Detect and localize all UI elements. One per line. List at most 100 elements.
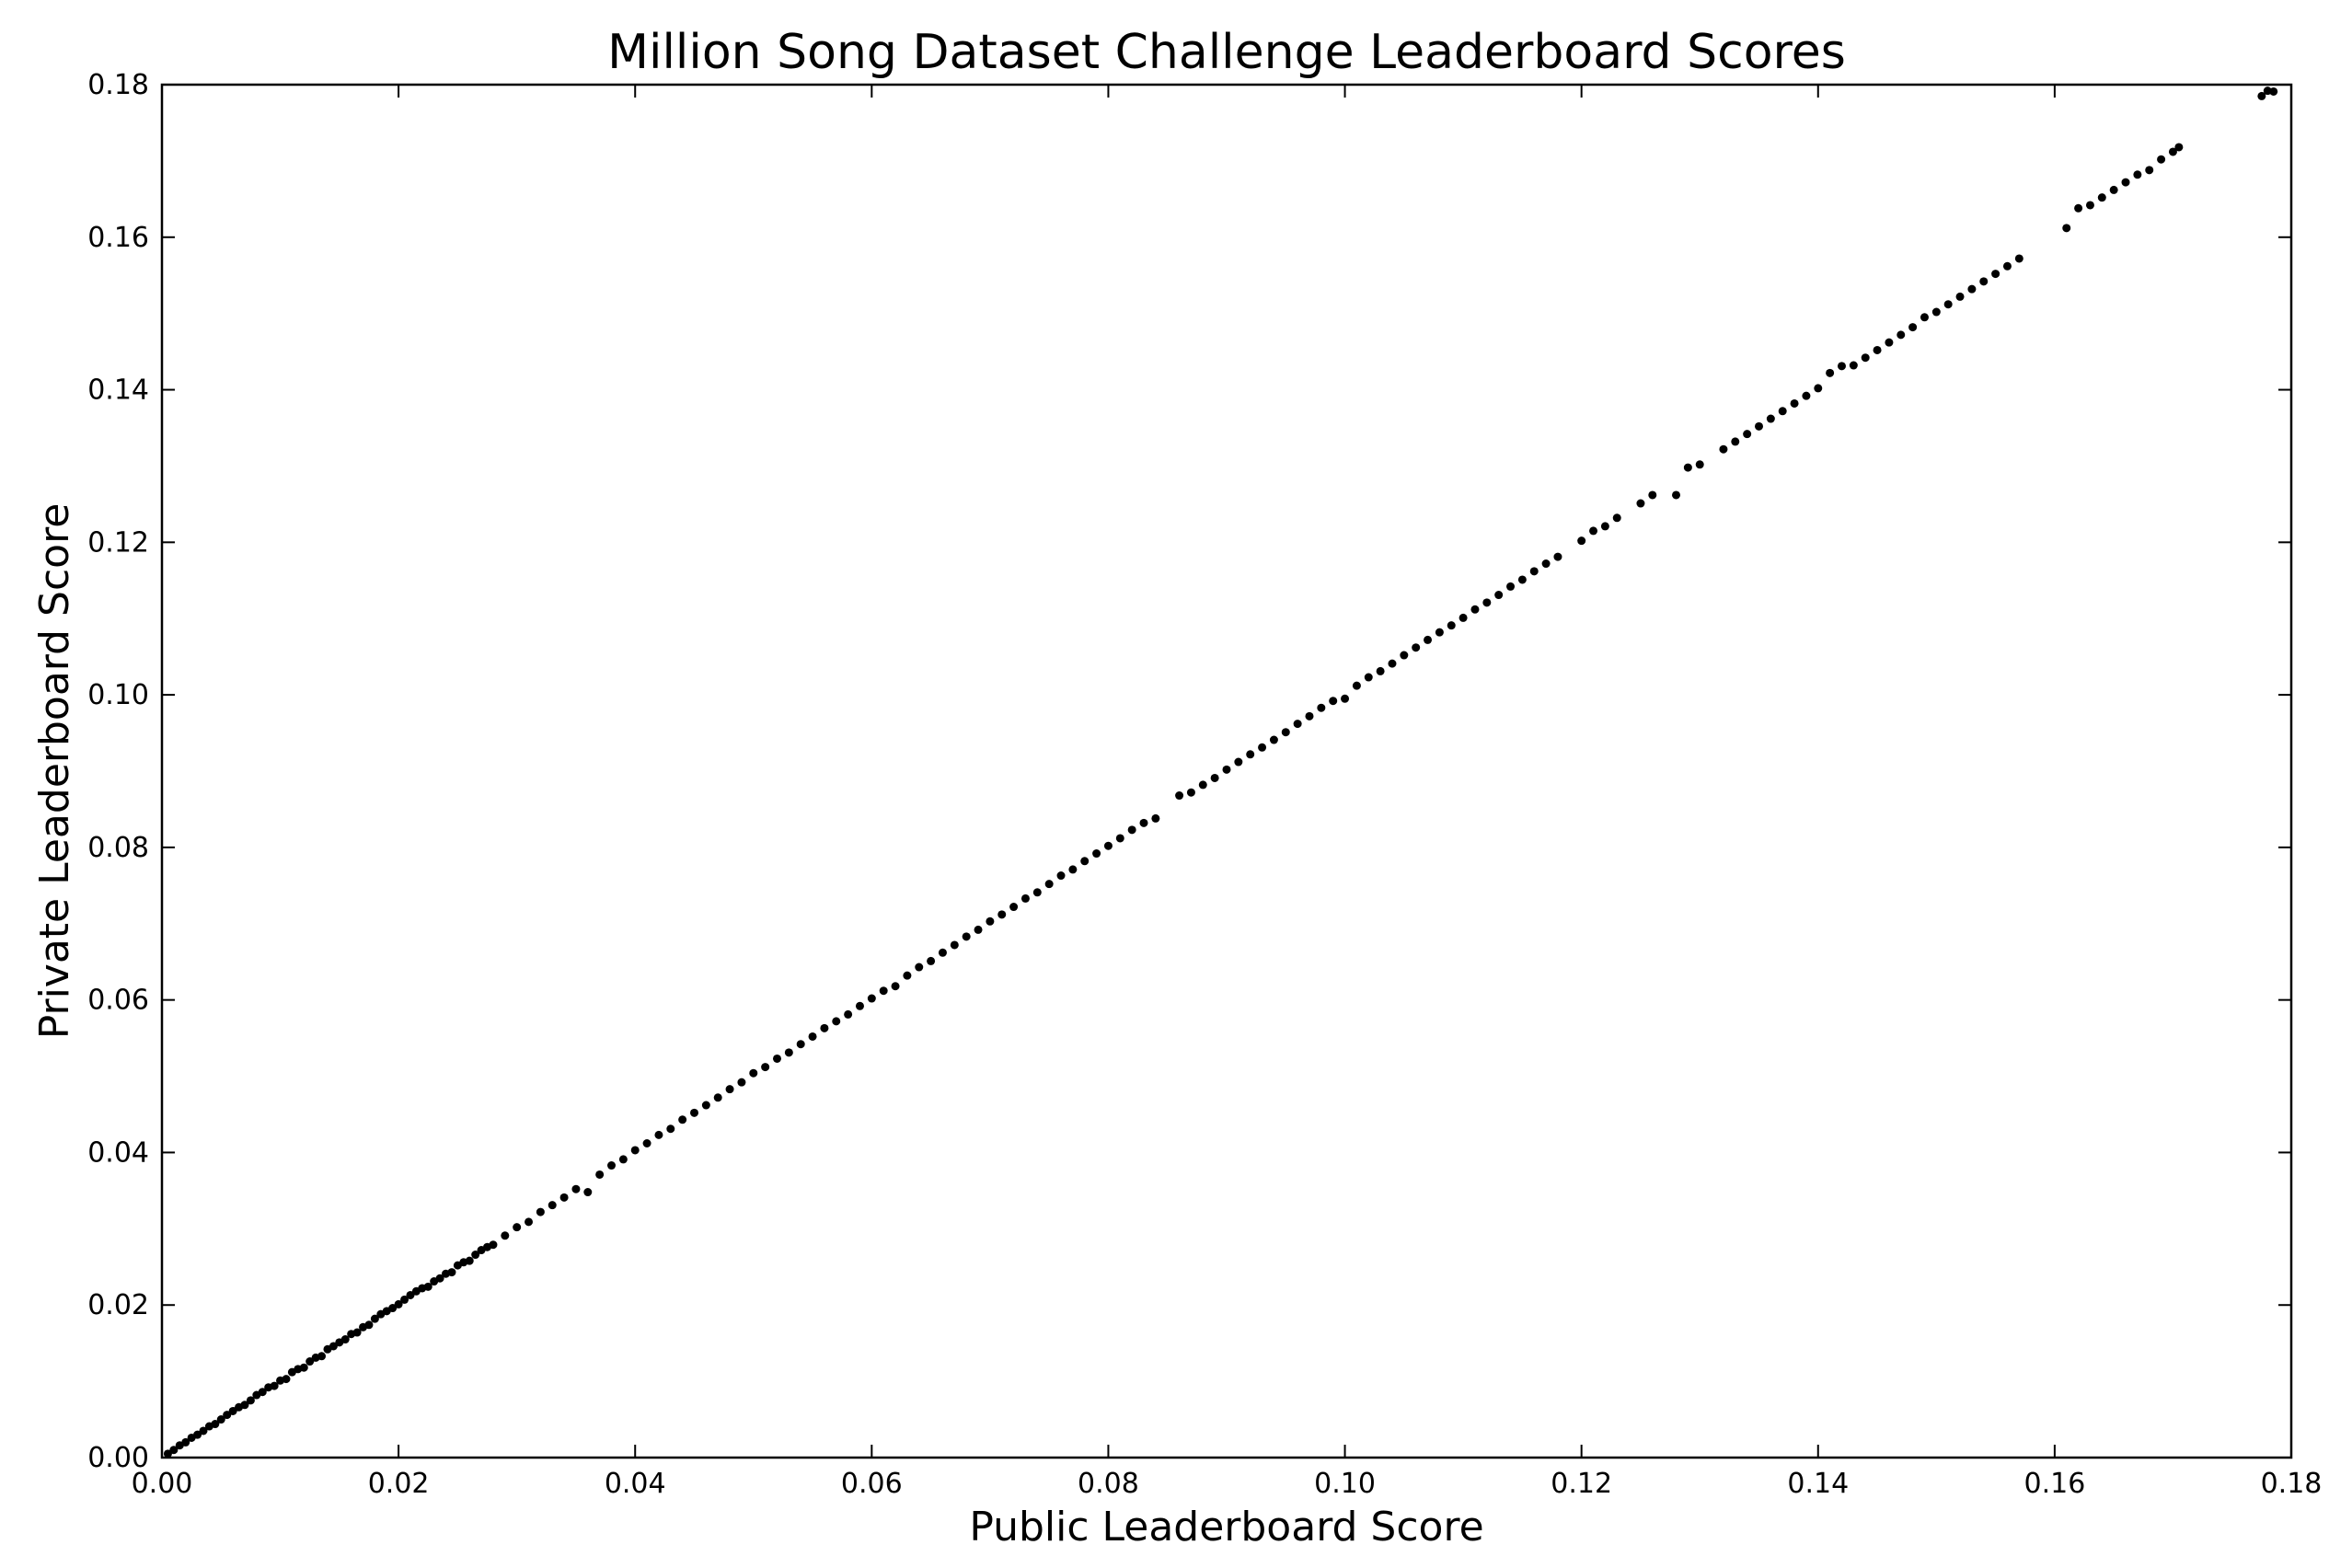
scatter-point (1293, 720, 1302, 729)
scatter-point (1979, 277, 1989, 286)
scatter-point (1364, 673, 1373, 682)
scatter-point (2168, 147, 2177, 156)
scatter-point (406, 1290, 415, 1299)
scatter-point (595, 1170, 605, 1179)
scatter-point (915, 963, 924, 972)
scatter-point (306, 1357, 315, 1366)
scatter-point (1967, 284, 1977, 294)
scatter-point (1955, 292, 1965, 301)
scatter-point (1222, 765, 1231, 774)
scatter-point (1032, 888, 1042, 897)
x-tick-label: 0.12 (1551, 1468, 1612, 1500)
scatter-point (867, 994, 876, 1003)
scatter-point (435, 1274, 444, 1283)
scatter-point (216, 1415, 225, 1424)
scatter-point (548, 1201, 557, 1210)
scatter-point (784, 1048, 793, 1057)
scatter-point (2257, 91, 2266, 100)
scatter-point (1352, 681, 1361, 690)
scatter-point (1577, 536, 1586, 546)
x-tick-label: 0.10 (1314, 1468, 1376, 1500)
scatter-point (1931, 307, 1941, 317)
scatter-point (796, 1040, 805, 1049)
scatter-point (571, 1184, 581, 1193)
scatter-point (808, 1032, 817, 1041)
scatter-point (388, 1304, 398, 1313)
data-points (163, 86, 2278, 1458)
x-tick-label: 0.16 (2023, 1468, 2085, 1500)
scatter-point (1672, 490, 1681, 500)
scatter-point (211, 1420, 220, 1429)
x-tick-label: 0.18 (2261, 1468, 2323, 1500)
scatter-point (1115, 834, 1124, 843)
scatter-point (1612, 513, 1621, 523)
scatter-point (879, 986, 888, 996)
x-tick-label: 0.04 (605, 1468, 666, 1500)
scatter-point (1435, 628, 1444, 637)
scatter-point (1400, 651, 1409, 660)
scatter-point (1600, 522, 1609, 531)
scatter-point (240, 1401, 249, 1410)
scatter-point (1802, 391, 1811, 400)
scatter-point (1506, 582, 1516, 591)
scatter-point (1826, 368, 1835, 377)
plot-frame (160, 83, 2293, 1459)
scatter-point (2085, 201, 2094, 210)
scatter-point (370, 1314, 379, 1323)
scatter-point (400, 1295, 409, 1304)
scatter-point (1020, 894, 1030, 903)
scatter-point (1329, 697, 1338, 706)
scatter-point (725, 1085, 734, 1094)
y-tick-label: 0.02 (87, 1289, 149, 1321)
scatter-point (2074, 203, 2083, 213)
scatter-point (1127, 825, 1136, 835)
scatter-point (352, 1328, 362, 1337)
scatter-point (1897, 330, 1906, 340)
scatter-point (749, 1068, 758, 1078)
scatter-point (1778, 407, 1787, 416)
scatter-point (1388, 659, 1397, 668)
axis-ticks: 0.00 0.02 0.04 0.06 0.08 0.10 0.12 0.14 0.16 0.18… (87, 69, 2322, 1500)
scatter-point (1755, 421, 1763, 431)
scatter-point (1424, 635, 1433, 644)
scatter-point (1695, 460, 1704, 469)
scatter-point (618, 1155, 628, 1164)
y-tick-label: 0.10 (87, 679, 149, 711)
scatter-point (1920, 313, 1929, 322)
scatter-point (1849, 361, 1858, 370)
scatter-point (2002, 261, 2012, 271)
x-tick-label: 0.14 (1787, 1468, 1849, 1500)
scatter-point (2109, 185, 2118, 194)
scatter-point (1044, 880, 1054, 889)
scatter-point (2145, 166, 2154, 175)
scatter-point (1743, 430, 1752, 439)
scatter-point (1056, 871, 1066, 881)
scatter-point (1103, 841, 1113, 850)
scatter-point (678, 1115, 687, 1124)
scatter-point (465, 1256, 474, 1265)
y-tick-label: 0.06 (87, 985, 149, 1017)
scatter-point (974, 925, 983, 934)
scatter-point (299, 1363, 308, 1372)
scatter-point (471, 1251, 480, 1260)
scatter-point (630, 1146, 640, 1155)
y-tick-label: 0.04 (87, 1136, 149, 1169)
scatter-point (1068, 865, 1078, 874)
scatter-point (1873, 345, 1882, 354)
scatter-point (559, 1193, 569, 1202)
x-tick-label: 0.08 (1078, 1468, 1139, 1500)
scatter-point (169, 1446, 179, 1455)
y-axis-title: Private Leaderboard Score (31, 503, 78, 1040)
scatter-point (820, 1023, 829, 1032)
scatter-point (270, 1381, 279, 1390)
scatter-point (246, 1396, 255, 1405)
scatter-point (2121, 178, 2130, 187)
y-tick-label: 0.00 (87, 1442, 149, 1474)
scatter-point (317, 1352, 327, 1361)
scatter-point (1412, 643, 1421, 652)
scatter-point (1198, 780, 1207, 790)
scatter-point (513, 1223, 522, 1232)
scatter-point (950, 940, 959, 950)
scatter-point (199, 1426, 208, 1435)
